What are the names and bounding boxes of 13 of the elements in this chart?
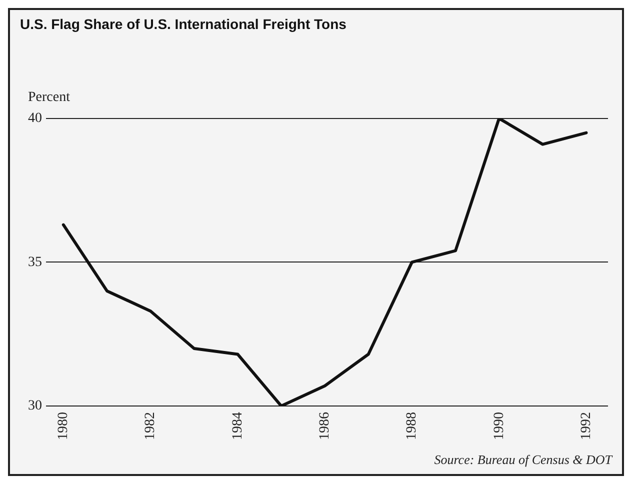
x-tick-label: 1990: [492, 412, 507, 440]
x-tick-label: 1982: [143, 412, 158, 440]
y-tick-label: 35: [28, 254, 42, 270]
x-tick-label: 1980: [56, 412, 72, 440]
y-axis-title: Percent: [28, 90, 70, 106]
source-note: Source: Bureau of Census & DOT: [434, 452, 612, 468]
y-tick-label: 40: [28, 111, 42, 126]
chart-title: U.S. Flag Share of U.S. International Freight Tons: [20, 16, 346, 32]
x-tick-label: 1986: [317, 412, 332, 440]
y-tick-label: 30: [28, 398, 42, 414]
x-tick-label: 1988: [404, 412, 420, 440]
x-tick-label: 1992: [578, 412, 594, 440]
x-tick-label: 1984: [230, 412, 246, 440]
